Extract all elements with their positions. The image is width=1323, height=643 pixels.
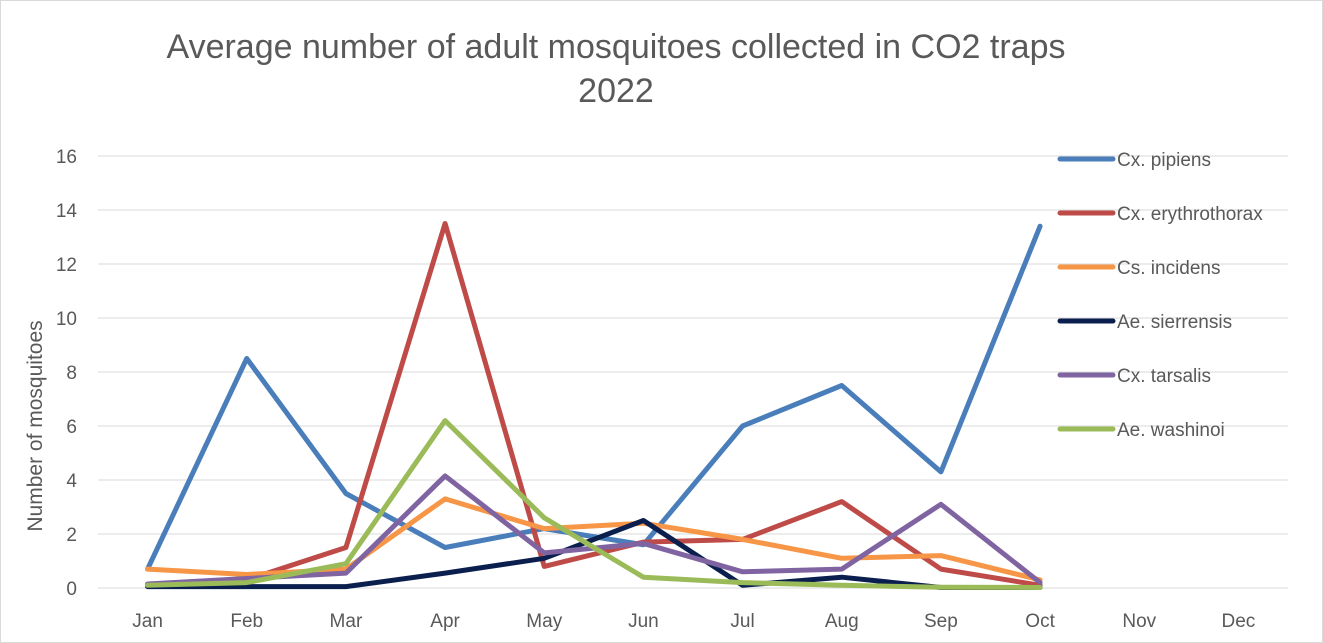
series-line-3 xyxy=(145,518,1043,590)
legend: Cx. pipiens Cx. erythrothorax Cs. incidens… xyxy=(1057,150,1263,441)
x-tick-label: Aug xyxy=(825,611,859,632)
y-tick-label: 12 xyxy=(56,255,77,276)
chart-title-line-1: Average number of adult mosquitoes colle… xyxy=(167,28,1066,66)
series-line-5 xyxy=(145,418,1043,590)
y-tick-label: 0 xyxy=(66,579,77,600)
x-axis-ticks: Jan Feb Mar Apr May Jun Jul Aug Sep Oct Nov Dec xyxy=(132,611,1255,632)
x-tick-label: Mar xyxy=(330,611,363,632)
x-tick-label: Dec xyxy=(1222,611,1256,632)
series-lines xyxy=(145,221,1043,590)
legend-label: Cx. erythrothorax xyxy=(1117,204,1263,225)
legend-label: Ae. washinoi xyxy=(1117,420,1225,441)
x-tick-label: Jan xyxy=(132,611,163,632)
x-tick-label: Sep xyxy=(924,611,958,632)
x-tick-label: May xyxy=(526,611,562,632)
x-tick-label: Apr xyxy=(430,611,460,632)
x-tick-label: Nov xyxy=(1122,611,1156,632)
y-tick-label: 2 xyxy=(66,525,77,546)
legend-label: Cx. pipiens xyxy=(1117,150,1211,171)
x-tick-label: Feb xyxy=(230,611,263,632)
legend-label: Cx. tarsalis xyxy=(1117,366,1211,387)
y-axis-label: Number of mosquitoes xyxy=(24,320,47,531)
legend-label: Cs. incidens xyxy=(1117,258,1221,279)
x-tick-label: Oct xyxy=(1025,611,1055,632)
y-tick-label: 4 xyxy=(66,471,77,492)
y-tick-label: 14 xyxy=(56,201,78,222)
x-tick-label: Jul xyxy=(730,611,754,632)
legend-label: Ae. sierrensis xyxy=(1117,312,1232,333)
y-tick-label: 6 xyxy=(66,417,77,438)
y-tick-label: 16 xyxy=(56,147,77,168)
x-tick-label: Jun xyxy=(628,611,659,632)
chart-title-line-2: 2022 xyxy=(578,72,654,110)
y-tick-label: 10 xyxy=(56,309,77,330)
gridlines xyxy=(98,155,1288,589)
y-axis-ticks: 0 2 4 6 8 10 12 14 16 xyxy=(56,147,78,600)
y-tick-label: 8 xyxy=(66,363,77,384)
series-line-0 xyxy=(145,223,1043,572)
